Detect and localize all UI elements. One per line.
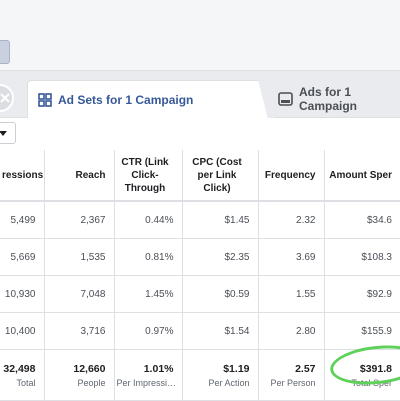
top-toolbar	[0, 0, 400, 71]
total-label: Total	[16, 377, 36, 388]
total-impressions: 32,498 Total	[0, 349, 45, 401]
cell-amount-spent: $34.6	[324, 201, 400, 239]
cell-reach: 1,535	[44, 238, 115, 276]
cell-amount-spent: $108.3	[324, 238, 400, 276]
cell-impressions: 10,930	[0, 275, 45, 313]
cell-ctr: 1.45%	[114, 275, 183, 313]
total-value: $391.8	[359, 362, 392, 375]
total-ctr: 1.01% Per Impressi…	[114, 349, 183, 401]
cell-frequency: 2.32	[258, 201, 325, 239]
cell-ctr: 0.81%	[114, 238, 183, 276]
total-value: 12,660	[73, 362, 106, 375]
total-label: Per Impressi…	[116, 377, 177, 388]
total-label: Total Sper	[351, 377, 392, 388]
tab-ads-label: Ads for 1 Campaign	[299, 85, 358, 113]
total-value: 2.57	[295, 362, 316, 375]
cell-frequency: 3.69	[258, 238, 325, 276]
tab-ad-sets[interactable]: Ad Sets for 1 Campaign	[27, 80, 272, 118]
cell-cpc: $1.54	[182, 312, 259, 350]
close-icon	[0, 93, 10, 103]
cell-cpc: $1.45	[182, 201, 259, 239]
ad-preview-icon	[278, 92, 293, 106]
total-cpc: $1.19 Per Action	[182, 349, 259, 401]
total-frequency: 2.57 Per Person	[258, 349, 325, 401]
filter-row	[0, 118, 400, 151]
tab-ad-sets-label: Ad Sets for 1 Campaign	[58, 92, 194, 107]
toolbar-button[interactable]	[0, 40, 10, 64]
cell-amount-spent: $155.9	[324, 312, 400, 350]
table-row[interactable]: 5,669 1,535 0.81% $2.35 3.69 $108.3	[0, 238, 400, 276]
ad-sets-table: ressions Reach CTR (Link Click-Through C…	[0, 150, 400, 401]
cell-impressions: 5,499	[0, 201, 45, 239]
grid-icon	[38, 92, 52, 107]
totals-row: 32,498 Total 12,660 People 1.01% Per Imp…	[0, 349, 400, 401]
view-dropdown[interactable]	[0, 122, 16, 144]
total-value: $1.19	[223, 362, 250, 375]
total-label: People	[77, 377, 106, 388]
table-row[interactable]: 5,499 2,367 0.44% $1.45 2.32 $34.6	[0, 201, 400, 239]
cell-ctr: 0.44%	[114, 201, 183, 239]
column-header-ctr[interactable]: CTR (Link Click-Through	[114, 150, 183, 202]
cell-frequency: 1.55	[258, 275, 325, 313]
cell-cpc: $0.59	[182, 275, 259, 313]
cell-impressions: 10,400	[0, 312, 45, 350]
total-value: 32,498	[3, 362, 36, 375]
table-row[interactable]: 10,400 3,716 0.97% $1.54 2.80 $155.9	[0, 312, 400, 350]
cell-amount-spent: $92.9	[324, 275, 400, 313]
column-header-reach[interactable]: Reach	[44, 150, 115, 202]
column-header-frequency[interactable]: Frequency	[258, 150, 325, 202]
cell-reach: 2,367	[44, 201, 115, 239]
table-row[interactable]: 10,930 7,048 1.45% $0.59 1.55 $92.9	[0, 275, 400, 313]
total-reach: 12,660 People	[44, 349, 115, 401]
total-amount-spent: $391.8 Total Sper	[324, 349, 400, 401]
cell-reach: 7,048	[44, 275, 115, 313]
cell-ctr: 0.97%	[114, 312, 183, 350]
total-label: Per Action	[208, 377, 250, 388]
total-label: Per Person	[270, 377, 316, 388]
cell-impressions: 5,669	[0, 238, 45, 276]
total-value: 1.01%	[143, 362, 174, 375]
tab-ads[interactable]: Ads for 1 Campaign	[268, 80, 400, 118]
column-header-cpc[interactable]: CPC (Cost per Link Click)	[182, 150, 259, 202]
column-header-amount-spent[interactable]: Amount Sper	[324, 150, 400, 202]
cell-cpc: $2.35	[182, 238, 259, 276]
cell-reach: 3,716	[44, 312, 115, 350]
cell-frequency: 2.80	[258, 312, 325, 350]
column-header-impressions[interactable]: ressions	[0, 150, 45, 202]
table-header-row: ressions Reach CTR (Link Click-Through C…	[0, 150, 400, 202]
